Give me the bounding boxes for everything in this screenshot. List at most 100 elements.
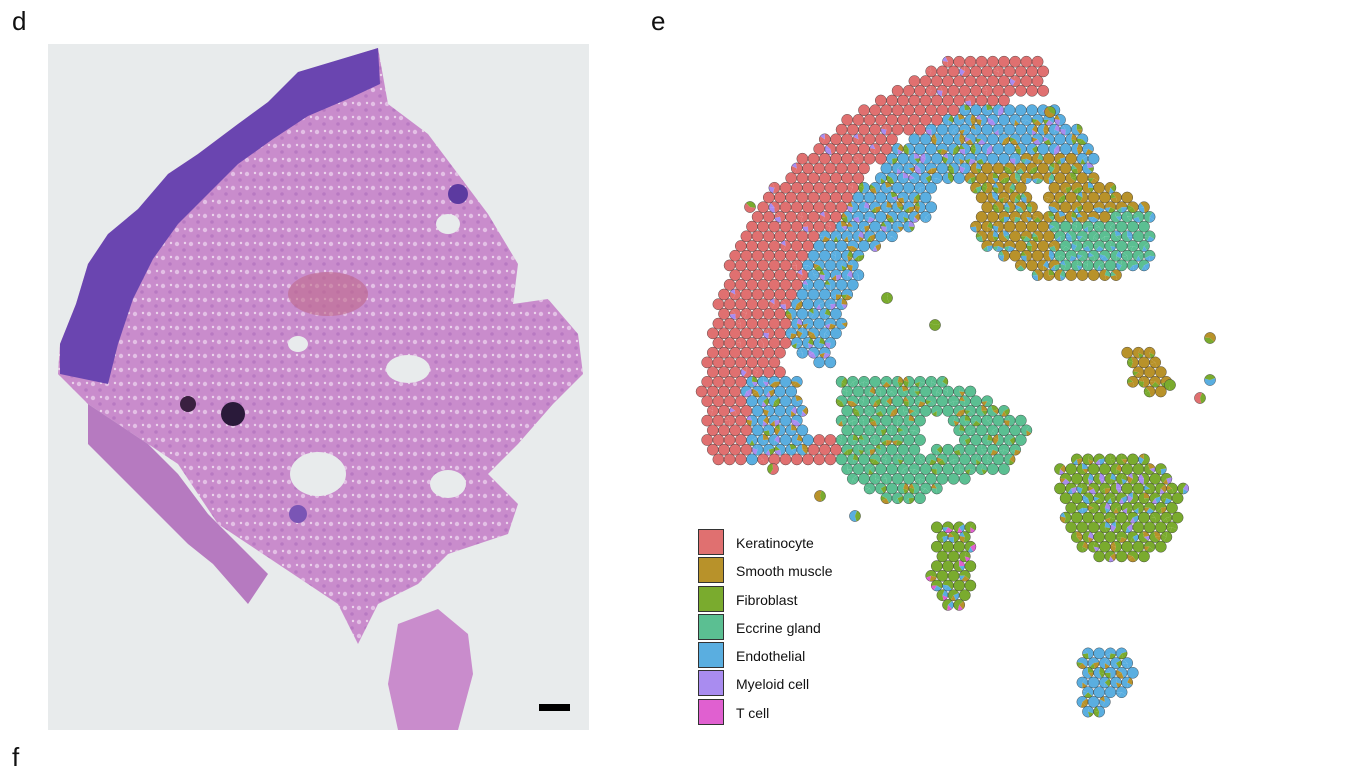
spot	[958, 395, 971, 408]
spot	[986, 405, 999, 417]
spot	[768, 395, 781, 408]
spot	[818, 308, 831, 320]
spot	[1166, 521, 1178, 534]
spot	[1115, 472, 1128, 485]
spot	[1031, 152, 1044, 165]
spot	[953, 424, 966, 437]
spot	[975, 94, 988, 107]
spot	[1126, 220, 1139, 233]
spot	[958, 550, 971, 563]
spot	[863, 405, 876, 417]
spot	[858, 395, 870, 408]
spot	[785, 269, 797, 281]
spot	[942, 521, 954, 534]
spot	[757, 220, 769, 233]
spot	[1138, 259, 1150, 272]
spot	[735, 434, 747, 446]
spot	[763, 346, 775, 359]
spot	[869, 143, 881, 155]
spot	[981, 395, 994, 408]
spot	[729, 424, 742, 437]
spot	[1132, 230, 1145, 243]
spot	[1054, 482, 1066, 495]
spot	[998, 230, 1010, 243]
spot	[936, 570, 949, 582]
spot	[791, 220, 803, 233]
spot	[763, 308, 775, 320]
spot	[998, 443, 1010, 456]
spot	[718, 308, 730, 320]
spot	[930, 463, 943, 475]
spot	[723, 414, 736, 427]
spot	[964, 424, 977, 437]
spot	[751, 405, 764, 417]
spot	[958, 85, 971, 97]
spot	[1070, 143, 1083, 155]
spot	[1132, 346, 1145, 359]
spot	[718, 443, 730, 456]
spot	[981, 143, 994, 155]
spot	[925, 570, 937, 582]
spot	[1126, 356, 1139, 369]
spot	[813, 259, 825, 272]
spot	[886, 424, 898, 437]
spot	[746, 395, 758, 408]
spot	[936, 395, 949, 408]
spot	[757, 317, 769, 330]
spot	[852, 191, 865, 204]
spot	[1110, 482, 1122, 495]
spot	[1014, 143, 1027, 155]
spot	[1065, 521, 1078, 534]
spot	[891, 220, 904, 233]
spot	[835, 453, 848, 466]
spot	[1098, 502, 1111, 514]
spot	[757, 337, 769, 349]
spot	[1115, 667, 1128, 679]
spot	[1009, 211, 1022, 223]
spot	[835, 278, 848, 291]
spot	[796, 424, 809, 437]
spot	[891, 123, 904, 136]
spot	[1082, 181, 1094, 194]
spot	[729, 405, 742, 417]
spot	[835, 220, 848, 233]
spot	[1059, 472, 1072, 485]
spot	[1031, 75, 1044, 87]
spot	[970, 220, 982, 233]
spot	[1204, 374, 1216, 386]
spot	[998, 94, 1010, 107]
spot	[1082, 453, 1094, 466]
spot	[1082, 240, 1094, 252]
spot	[874, 385, 887, 398]
spot	[1115, 511, 1128, 524]
spot	[902, 453, 915, 466]
spot	[746, 414, 758, 427]
spot	[1031, 114, 1044, 126]
spot	[863, 133, 876, 146]
spot	[930, 560, 943, 572]
spot	[880, 492, 893, 505]
spot	[785, 443, 797, 456]
spot	[858, 143, 870, 155]
spot	[1026, 65, 1038, 78]
spot	[914, 143, 926, 155]
spot	[1104, 453, 1117, 466]
spot	[986, 463, 999, 475]
spot	[1082, 647, 1094, 660]
spot	[740, 308, 753, 320]
spot	[914, 162, 926, 175]
spot	[1070, 162, 1083, 175]
spot	[1093, 201, 1106, 213]
spot	[701, 395, 714, 408]
spot	[774, 191, 786, 204]
spot	[942, 172, 954, 184]
spot	[981, 453, 994, 466]
spot	[981, 85, 994, 97]
spot	[712, 453, 725, 466]
spot	[841, 385, 853, 398]
spot	[1070, 123, 1083, 136]
spot	[1098, 463, 1111, 475]
spot	[774, 346, 786, 359]
spot	[975, 405, 988, 417]
spot	[1121, 676, 1134, 689]
